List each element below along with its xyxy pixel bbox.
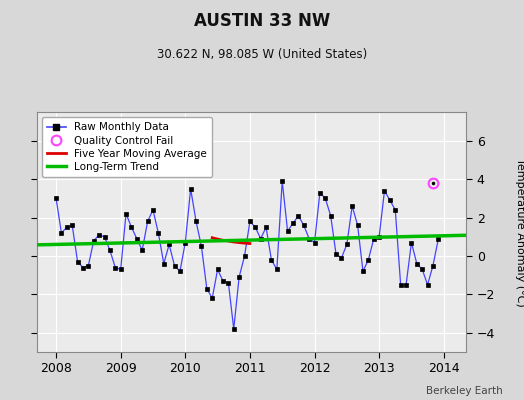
Text: Berkeley Earth: Berkeley Earth xyxy=(427,386,503,396)
Text: AUSTIN 33 NW: AUSTIN 33 NW xyxy=(194,12,330,30)
Text: 30.622 N, 98.085 W (United States): 30.622 N, 98.085 W (United States) xyxy=(157,48,367,61)
Y-axis label: Temperature Anomaly (°C): Temperature Anomaly (°C) xyxy=(515,158,524,306)
Legend: Raw Monthly Data, Quality Control Fail, Five Year Moving Average, Long-Term Tren: Raw Monthly Data, Quality Control Fail, … xyxy=(42,117,212,177)
